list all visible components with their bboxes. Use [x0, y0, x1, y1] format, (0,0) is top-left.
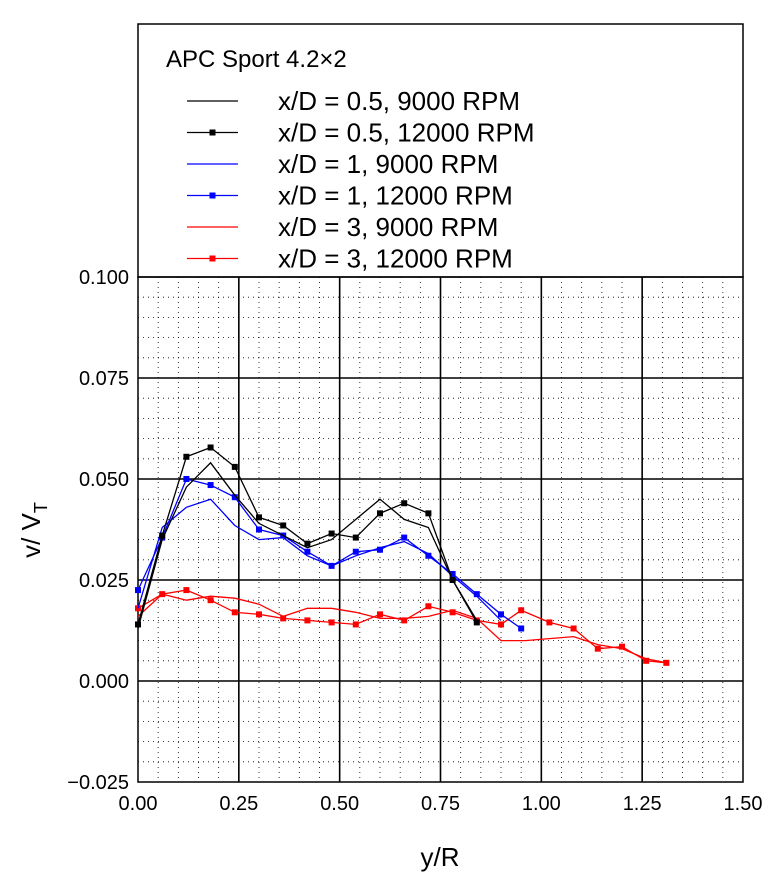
data-point — [328, 619, 335, 626]
data-point — [449, 570, 456, 577]
data-point — [401, 617, 408, 624]
y-tick-labels: −0.025 0.000 0.025 0.050 0.075 0.100 — [67, 267, 129, 794]
data-point — [183, 453, 190, 460]
data-point — [304, 548, 311, 555]
plot-frame — [137, 276, 744, 783]
data-point — [183, 476, 190, 482]
x-tick-label: 0.25 — [219, 793, 258, 815]
data-point — [352, 548, 359, 555]
data-point — [546, 619, 553, 626]
data-point — [498, 621, 504, 628]
x-tick-label: 1.50 — [724, 793, 763, 815]
data-point — [256, 611, 262, 618]
x-tick-label: 0.75 — [421, 793, 460, 815]
y-axis-title: v/ VT — [16, 502, 51, 558]
y-tick-label: 0.075 — [79, 368, 129, 390]
series-3 — [137, 498, 502, 621]
data-point — [256, 514, 262, 521]
x-tick-label: 0.00 — [119, 793, 158, 815]
legend-title: APC Sport 4.2×2 — [166, 46, 347, 73]
data-point — [473, 619, 480, 626]
legend-label: x/D = 3, 9000 RPM — [278, 212, 498, 242]
data-point — [207, 444, 214, 451]
data-point — [231, 463, 238, 470]
data-point — [183, 587, 190, 594]
data-point — [280, 522, 287, 529]
data-point — [280, 615, 287, 622]
x-tick-label: 1.25 — [623, 793, 662, 815]
legend-label: x/D = 0.5, 12000 RPM — [278, 118, 535, 148]
legend-label: x/D = 0.5, 9000 RPM — [278, 86, 520, 116]
data-point — [518, 625, 525, 632]
series-5 — [137, 593, 667, 664]
data-point — [231, 609, 238, 616]
legend-entry: x/D = 3, 12000 RPM — [187, 244, 513, 274]
data-point — [231, 494, 238, 501]
data-point — [570, 625, 577, 632]
series-6 — [135, 587, 670, 666]
legend-entry: x/D = 1, 12000 RPM — [187, 181, 513, 211]
data-point — [425, 510, 432, 517]
svg-text:v/ VT: v/ VT — [16, 502, 51, 558]
y-axis-title-subscript: T — [31, 502, 51, 513]
data-point — [473, 591, 480, 598]
series-1 — [137, 461, 478, 629]
legend-entry: x/D = 0.5, 12000 RPM — [187, 118, 535, 148]
data-point — [449, 609, 456, 616]
major-grid — [138, 277, 743, 782]
series-line — [137, 593, 667, 664]
data-point — [352, 621, 359, 628]
legend-swatch-marker — [209, 192, 216, 199]
data-point — [401, 500, 408, 507]
legend-frame — [137, 23, 744, 278]
y-tick-label: 0.050 — [79, 469, 129, 491]
legend-label: x/D = 3, 12000 RPM — [278, 244, 513, 274]
data-point — [498, 611, 504, 618]
legend-label: x/D = 1, 9000 RPM — [278, 149, 498, 179]
data-point — [594, 645, 601, 652]
data-point — [256, 526, 262, 533]
legend-label: x/D = 1, 12000 RPM — [278, 181, 513, 211]
legend-entry: x/D = 3, 9000 RPM — [187, 212, 498, 242]
series-2 — [135, 444, 480, 628]
data-point — [401, 534, 408, 541]
y-tick-label: 0.025 — [79, 570, 129, 592]
series-layer — [135, 444, 670, 666]
data-point — [328, 530, 335, 537]
y-tick-label: −0.025 — [67, 772, 129, 794]
data-point — [643, 657, 650, 664]
data-point — [135, 587, 141, 594]
data-point — [377, 611, 383, 618]
y-axis-title-main: v/ V — [16, 512, 46, 557]
data-point — [159, 532, 166, 539]
legend-entry: x/D = 0.5, 9000 RPM — [187, 86, 520, 116]
data-point — [352, 534, 359, 541]
series-line — [137, 461, 478, 629]
legend-swatch-marker — [209, 129, 216, 136]
data-point — [207, 482, 214, 489]
x-tick-label: 0.50 — [320, 793, 359, 815]
data-point — [619, 643, 625, 650]
x-tick-labels: 0.00 0.25 0.50 0.75 1.00 1.25 1.50 — [119, 793, 763, 815]
data-point — [425, 552, 432, 559]
data-point — [304, 540, 311, 547]
data-point — [377, 546, 383, 553]
data-point — [135, 621, 141, 628]
data-point — [425, 603, 432, 610]
y-tick-label: 0.100 — [79, 267, 129, 289]
data-point — [377, 510, 383, 517]
series-line — [137, 498, 502, 621]
data-point — [518, 607, 525, 614]
y-tick-label: 0.000 — [79, 671, 129, 693]
legend-swatch-marker — [209, 255, 216, 262]
legend-entry: x/D = 1, 9000 RPM — [187, 149, 498, 179]
x-axis-title: y/R — [421, 842, 460, 872]
data-point — [207, 597, 214, 604]
x-tick-label: 1.00 — [522, 793, 561, 815]
data-point — [304, 617, 311, 624]
